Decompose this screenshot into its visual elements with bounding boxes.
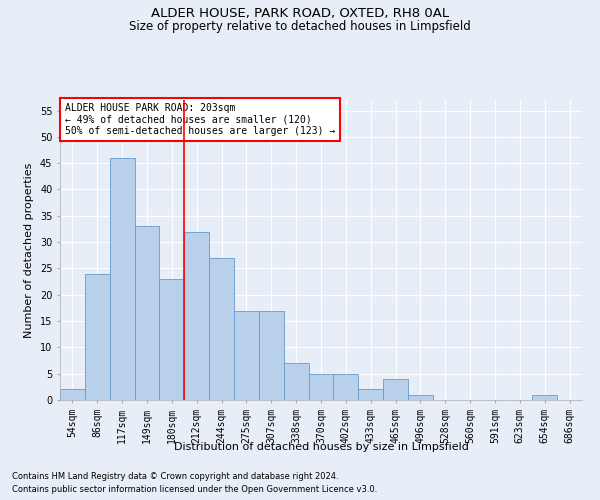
Text: ALDER HOUSE PARK ROAD: 203sqm
← 49% of detached houses are smaller (120)
50% of : ALDER HOUSE PARK ROAD: 203sqm ← 49% of d… (65, 103, 335, 136)
Bar (358, 390, 383, 400)
Bar (234, 310, 259, 400)
Y-axis label: Number of detached properties: Number of detached properties (25, 162, 34, 338)
Bar (134, 226, 160, 400)
Bar (85, 274, 110, 400)
Bar (110, 158, 134, 400)
Bar (160, 279, 184, 400)
Bar (284, 363, 308, 400)
Text: Distribution of detached houses by size in Limpsfield: Distribution of detached houses by size … (173, 442, 469, 452)
Bar (184, 232, 209, 400)
Text: Contains public sector information licensed under the Open Government Licence v3: Contains public sector information licen… (12, 485, 377, 494)
Bar (209, 258, 234, 400)
Text: ALDER HOUSE, PARK ROAD, OXTED, RH8 0AL: ALDER HOUSE, PARK ROAD, OXTED, RH8 0AL (151, 8, 449, 20)
Bar (60, 390, 85, 400)
Bar (259, 310, 284, 400)
Text: Size of property relative to detached houses in Limpsfield: Size of property relative to detached ho… (129, 20, 471, 33)
Bar (383, 379, 408, 400)
Bar (408, 394, 433, 400)
Bar (308, 374, 334, 400)
Bar (532, 394, 557, 400)
Bar (334, 374, 358, 400)
Text: Contains HM Land Registry data © Crown copyright and database right 2024.: Contains HM Land Registry data © Crown c… (12, 472, 338, 481)
